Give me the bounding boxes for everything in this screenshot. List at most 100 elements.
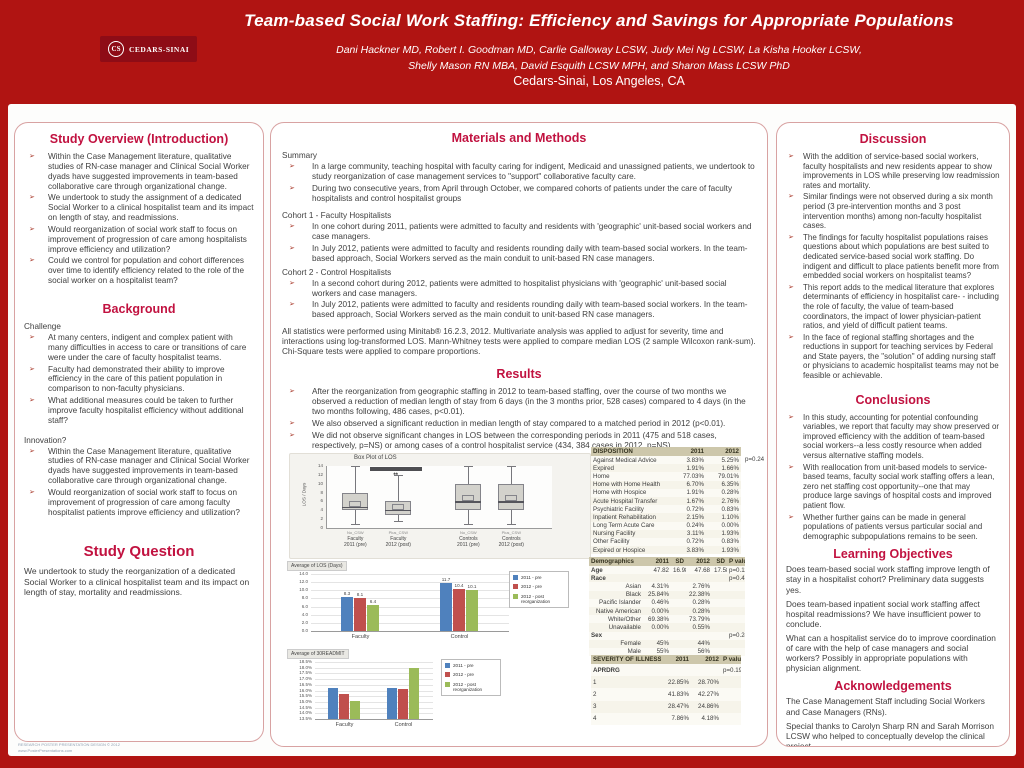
- table-row: Nursing Facility 3.11% 1.93%: [591, 530, 741, 538]
- y-axis-tick-label: 16.0%: [299, 687, 312, 693]
- bar-value-label: 10.1: [467, 583, 477, 589]
- table-cell: Male: [589, 647, 645, 657]
- table-header-cell: SEVERITY OF ILLNESS: [591, 655, 661, 664]
- bullet-arrow-icon: ➢: [289, 301, 295, 309]
- table-cell: 1: [593, 678, 597, 686]
- table-cell: [691, 664, 721, 677]
- table-cell: [721, 701, 741, 713]
- authors-line-1: Dani Hackner MD, Robert I. Goodman MD, C…: [336, 44, 862, 56]
- y-axis-tick-label: 12: [317, 471, 323, 477]
- table-cell: 1.10%: [721, 513, 739, 521]
- table-cell: 0.00%: [706, 521, 741, 530]
- table-cell: 2.76%: [686, 582, 712, 591]
- bullet-item: ➢ In July 2012, patients were admitted to…: [282, 244, 756, 264]
- bar-faculty-2012 - pre: [339, 693, 349, 719]
- cedars-sinai-logo: CS CEDARS-SINAI: [100, 36, 198, 62]
- bullet-item: ➢ Would reorganization of social work sta…: [24, 488, 254, 518]
- table-cell: 47.68: [686, 566, 712, 575]
- table-row: Male 55% 56%: [589, 647, 745, 657]
- table-cell: Home: [591, 472, 671, 481]
- table-header-cell: DISPOSITION: [591, 447, 671, 456]
- bar-value-label: 8.3: [343, 591, 351, 597]
- bullet-item: ➢ We undertook to study the assignment of…: [24, 193, 254, 223]
- study-question-heading: Study Question: [83, 543, 195, 561]
- bullet-arrow-icon: ➢: [29, 488, 35, 496]
- cohort2-bullets: ➢ In a second cohort during 2012, patient…: [282, 279, 756, 320]
- table-row: APRDRG p=0.19: [591, 664, 741, 677]
- cedars-sinai-logo-text: CEDARS-SINAI: [129, 44, 190, 54]
- bar-faculty-2012 - post reorganization: [350, 700, 360, 719]
- table-cell: 73.79%: [686, 615, 712, 624]
- table-cell: 0.55%: [692, 623, 710, 631]
- template-credit-line1: RESEARCH POSTER PRESENTATION DESIGN © 20…: [18, 742, 120, 747]
- table-cell: 0.28%: [692, 607, 710, 615]
- table-cell: [671, 615, 686, 624]
- bullet-text: At many centers, indigent and complex pa…: [48, 332, 247, 362]
- bullet-arrow-icon: ➢: [29, 333, 35, 341]
- table-cell: [712, 598, 727, 607]
- table-cell: Sex: [589, 631, 645, 640]
- bullet-arrow-icon: ➢: [788, 193, 794, 201]
- legend-item: 2011 - pre: [513, 575, 565, 580]
- data-table: DISPOSITION 2011 2012 Against Medical Advic…: [591, 447, 741, 555]
- significance-annotation: **: [393, 473, 398, 479]
- x-axis-category-label: Faculty: [351, 634, 370, 640]
- y-axis-tick-label: 10.0: [299, 587, 308, 593]
- bar-faculty-2012 - pre: [354, 598, 366, 631]
- table-row: 1 22.85% 28.70%: [591, 676, 741, 688]
- cohort2-label: Cohort 2 - Control Hospitalists: [282, 267, 392, 277]
- y-axis-tick-label: 14.0%: [299, 710, 312, 716]
- bullet-item: ➢ In this study, accounting for potential…: [786, 413, 1000, 461]
- table-cell: Pacific Islander: [589, 598, 645, 607]
- table-cell: 0.00%: [651, 623, 669, 631]
- table-cell: Female: [620, 640, 641, 648]
- table-cell: Age: [589, 566, 645, 575]
- table-cell: 0.46%: [645, 598, 671, 607]
- bullet-item: ➢ Faculty had demonstrated their ability …: [24, 365, 254, 395]
- bullet-text: After the reorganization from geographic…: [312, 387, 746, 416]
- table-cell: [645, 631, 671, 640]
- table-header-cell: SD: [671, 557, 686, 566]
- bullet-arrow-icon: ➢: [788, 283, 794, 291]
- table-cell: 1.67%: [686, 497, 704, 505]
- table-cell: Black: [625, 591, 641, 599]
- bullet-text: In July 2012, patients were admitted to …: [312, 244, 748, 263]
- y-axis-tick-label: 8.0: [301, 595, 308, 601]
- bar-control-2012 - post reorganization: [466, 589, 478, 631]
- table-row: Inpatient Rehabilitation 2.15% 1.10%: [591, 513, 741, 521]
- table-cell: 4.18%: [691, 712, 721, 725]
- discussion-heading: Discussion: [859, 132, 927, 146]
- legend-item: 2012 - post reorganization: [513, 593, 565, 605]
- table-row: Home with Home Health 6.70% 6.35%: [591, 481, 741, 489]
- table-cell: p=0.11: [727, 566, 745, 575]
- bullet-item: ➢ After the reorganization from geographi…: [282, 387, 756, 417]
- y-axis-tick-label: 0: [320, 525, 323, 530]
- y-axis-tick-label: 17.5%: [299, 670, 312, 676]
- bullet-item: ➢ In one cohort during 2011, patients wer…: [282, 222, 756, 242]
- y-axis-tick-label: 15.5%: [299, 693, 312, 699]
- y-axis-tick-label: 14: [317, 463, 323, 468]
- table-cell: [671, 582, 686, 591]
- table-row: 3 28.47% 24.86%: [591, 701, 741, 713]
- y-axis-tick-label: 15.0%: [299, 698, 312, 704]
- legend-item: 2011 - pre: [445, 663, 497, 668]
- summary-label: Summary: [282, 151, 318, 160]
- cohort1-label: Cohort 1 - Faculty Hospitalists: [282, 211, 392, 221]
- x-axis-category-label: Faculty: [335, 722, 354, 728]
- bullet-arrow-icon: ➢: [29, 225, 35, 233]
- bullet-text: In a large community, teaching hospital …: [312, 162, 755, 181]
- y-axis-tick-label: 8: [320, 489, 323, 495]
- table-cell: 3.11%: [686, 530, 704, 538]
- y-axis-tick-label: 2.0: [301, 619, 308, 625]
- table-cell: [712, 623, 727, 631]
- y-axis-tick-label: 14.5%: [299, 704, 312, 710]
- bullet-item: ➢ The findings for faculty hospitalist po…: [786, 233, 1000, 281]
- los-boxplot-figure: Box Plot of LOS LOS / Days 0 2 4 6 8 10 12 14 No_C…: [289, 453, 591, 559]
- legend-swatch: [445, 663, 450, 668]
- bullet-arrow-icon: ➢: [29, 365, 35, 373]
- bullet-arrow-icon: ➢: [29, 397, 35, 405]
